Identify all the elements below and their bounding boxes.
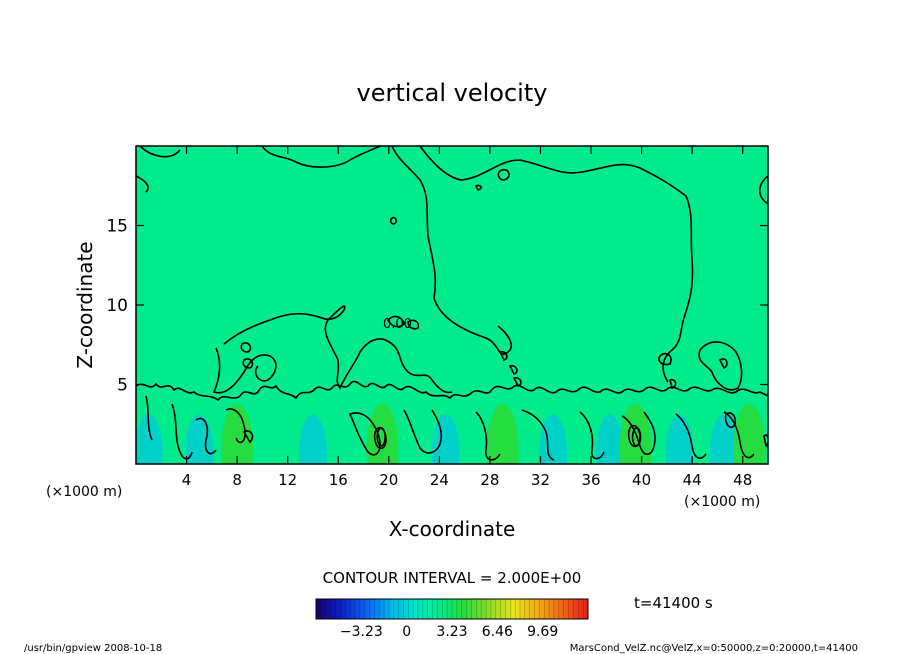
- downdraft-core-0: [136, 414, 163, 464]
- downdraft-core-5: [596, 414, 624, 464]
- updraft-core-0: [221, 403, 254, 464]
- colorbar-tick-label-4: 9.69: [527, 624, 558, 640]
- contour-label: 0.00: [383, 317, 412, 332]
- contour-interval: CONTOUR INTERVAL = 2.000E+00: [323, 569, 582, 587]
- colorbar-ticks: −3.23 0 3.23 6.46 9.69: [340, 624, 558, 640]
- colorbar-tick-label-1: 0: [402, 624, 411, 640]
- x-axis: 4 8 12 16 20 24 28 32 36 40 44 48: [182, 146, 752, 489]
- x-tick-label-4: 20: [379, 471, 398, 489]
- downdraft-core-4: [539, 414, 568, 464]
- contour-lines: [136, 146, 768, 461]
- y-tick-label-1: 10: [106, 296, 128, 316]
- time-label: t=41400 s: [634, 594, 713, 612]
- colorbar: −3.23 0 3.23 6.46 9.69: [315, 598, 589, 640]
- x-tick-label-7: 32: [531, 471, 550, 489]
- x-tick-label-9: 40: [632, 471, 651, 489]
- x-tick-label-1: 8: [232, 471, 242, 489]
- y-axis: 5 10 15: [106, 217, 768, 396]
- updraft-core-2: [486, 403, 519, 464]
- x-tick-label-2: 12: [278, 471, 297, 489]
- updraft-core-1: [366, 403, 399, 464]
- x-unit-right: (×1000 m): [684, 494, 760, 510]
- colorbar-tick-label-0: −3.23: [340, 624, 383, 640]
- footer-right: MarsCond_VelZ.nc@VelZ,x=0:50000,z=0:2000…: [570, 643, 858, 654]
- x-axis-label: X-coordinate: [389, 517, 516, 541]
- x-unit-left: (×1000 m): [46, 484, 122, 500]
- x-tick-label-11: 48: [733, 471, 752, 489]
- y-tick-label-0: 5: [117, 376, 128, 396]
- y-tick-label-2: 15: [106, 217, 128, 237]
- x-tick-label-6: 28: [480, 471, 499, 489]
- y-axis-label: Z-coordinate: [73, 241, 97, 368]
- x-tick-label-0: 4: [182, 471, 192, 489]
- colorbar-divisions: [320, 599, 584, 619]
- downdraft-core-3: [431, 414, 460, 464]
- downdraft-core-2: [298, 414, 327, 464]
- x-tick-label-8: 36: [581, 471, 600, 489]
- x-tick-label-5: 24: [430, 471, 449, 489]
- x-tick-label-3: 16: [329, 471, 348, 489]
- colorbar-tick-label-2: 3.23: [436, 624, 467, 640]
- colorbar-tick-label-3: 6.46: [482, 624, 513, 640]
- x-tick-label-10: 44: [683, 471, 702, 489]
- footer-left: /usr/bin/gpview 2008-10-18: [24, 643, 162, 654]
- chart-title: vertical velocity: [357, 79, 548, 107]
- plot-area: 0.00: [136, 146, 768, 464]
